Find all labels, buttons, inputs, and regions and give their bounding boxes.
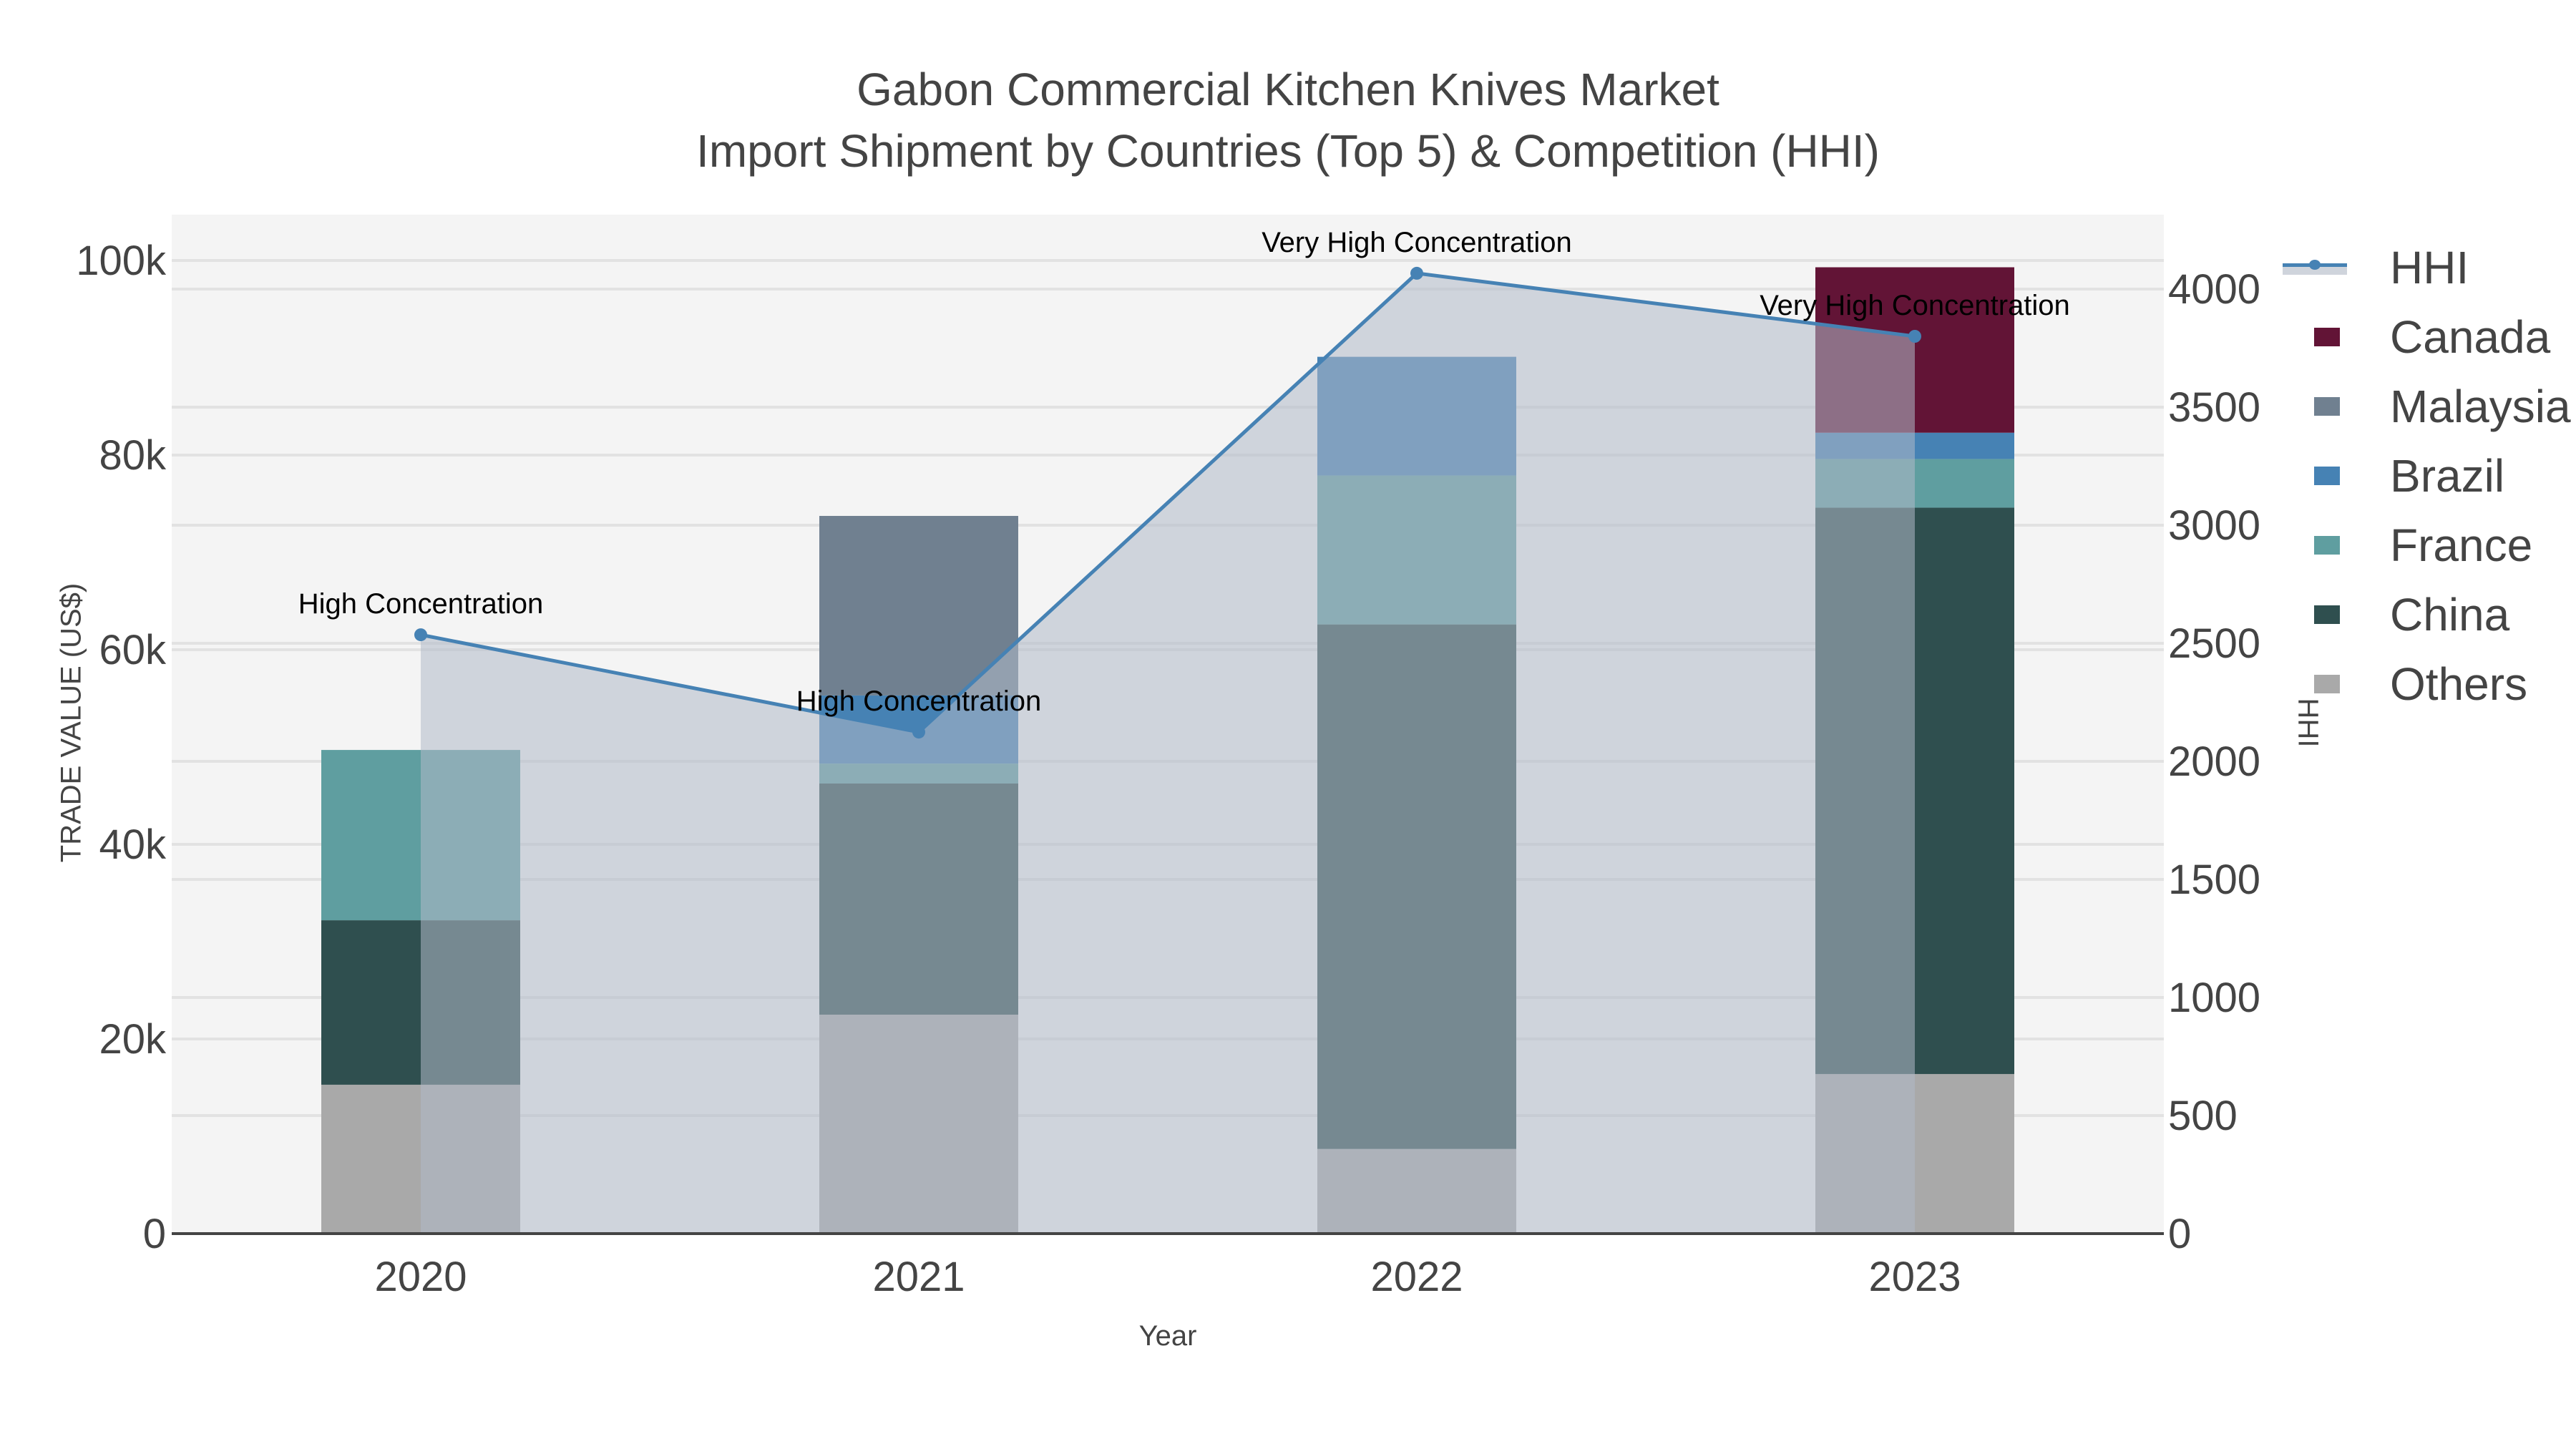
hhi-marker[interactable] — [1908, 330, 1921, 343]
color-swatch-icon — [2314, 535, 2340, 555]
legend-label: Others — [2390, 658, 2528, 710]
hhi-area — [421, 273, 1915, 1234]
y-axis-title: TRADE VALUE (US$) — [55, 582, 87, 863]
y2-tick-label: 2000 — [2168, 738, 2260, 785]
chart-title: Gabon Commercial Kitchen Knives Market — [857, 64, 1719, 115]
hhi-annotation: Very High Concentration — [1760, 290, 2070, 321]
legend: HHI Canada Malaysia Brazil France China … — [2283, 233, 2571, 718]
chart-subtitle: Import Shipment by Countries (Top 5) & C… — [696, 125, 1880, 177]
y2-tick-label: 4000 — [2168, 266, 2260, 313]
legend-label: China — [2390, 588, 2510, 640]
color-swatch-icon — [2314, 396, 2340, 416]
legend-item-france[interactable]: France — [2283, 510, 2571, 580]
legend-item-brazil[interactable]: Brazil — [2283, 441, 2571, 510]
y2-tick-label: 500 — [2168, 1093, 2238, 1139]
legend-label: Brazil — [2390, 449, 2505, 502]
hhi-annotation: Very High Concentration — [1262, 227, 1572, 258]
bar-segment-malaysia[interactable] — [819, 516, 1018, 696]
hhi-marker[interactable] — [912, 726, 925, 739]
y-tick-label: 60k — [99, 627, 167, 673]
x-tick-label: 2022 — [1370, 1254, 1463, 1300]
legend-item-others[interactable]: Others — [2283, 649, 2571, 718]
hhi-line[interactable] — [420, 271, 1916, 734]
legend-label: France — [2390, 519, 2533, 571]
y2-tick-label: 3500 — [2168, 384, 2260, 431]
y-tick-label: 80k — [99, 432, 167, 479]
y2-tick-label: 2500 — [2168, 620, 2260, 667]
hhi-annotation: High Concentration — [298, 588, 543, 620]
legend-label: Canada — [2390, 311, 2551, 363]
y-tick-label: 0 — [143, 1211, 166, 1257]
x-tick-label: 2023 — [1868, 1254, 1961, 1300]
x-axis-title: Year — [1138, 1320, 1197, 1352]
legend-item-canada[interactable]: Canada — [2283, 302, 2571, 371]
legend-item-china[interactable]: China — [2283, 580, 2571, 649]
legend-item-malaysia[interactable]: Malaysia — [2283, 371, 2571, 441]
y-tick-label: 100k — [76, 238, 167, 284]
y2-tick-label: 1000 — [2168, 975, 2260, 1021]
color-swatch-icon — [2314, 327, 2340, 346]
y2-tick-label: 1500 — [2168, 857, 2260, 903]
hhi-marker[interactable] — [414, 628, 427, 642]
hhi-marker[interactable] — [1410, 266, 1423, 280]
y-tick-label: 40k — [99, 821, 167, 868]
legend-label: Malaysia — [2390, 380, 2571, 432]
x-tick-label: 2020 — [374, 1254, 467, 1300]
hhi-annotation: High Concentration — [796, 686, 1041, 717]
y2-tick-label: 3000 — [2168, 502, 2260, 549]
color-swatch-icon — [2314, 674, 2340, 693]
legend-label: HHI — [2390, 241, 2469, 293]
y-tick-label: 20k — [99, 1016, 167, 1063]
line-marker-icon — [2283, 257, 2347, 278]
y2-tick-label: 0 — [2168, 1211, 2191, 1257]
color-swatch-icon — [2314, 466, 2340, 485]
legend-item-hhi[interactable]: HHI — [2283, 233, 2571, 302]
x-tick-label: 2021 — [872, 1254, 965, 1300]
color-swatch-icon — [2314, 605, 2340, 624]
